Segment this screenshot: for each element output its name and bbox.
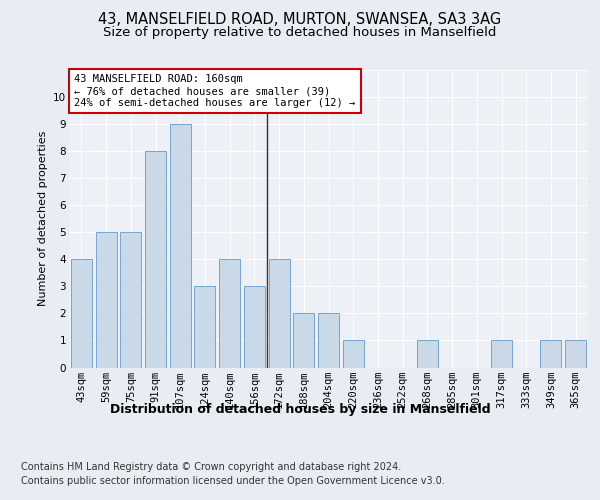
Bar — [293, 314, 314, 368]
Bar — [219, 260, 240, 368]
Y-axis label: Number of detached properties: Number of detached properties — [38, 131, 47, 306]
Bar — [318, 314, 339, 368]
Text: 43, MANSELFIELD ROAD, MURTON, SWANSEA, SA3 3AG: 43, MANSELFIELD ROAD, MURTON, SWANSEA, S… — [98, 12, 502, 28]
Bar — [244, 286, 265, 368]
Bar — [343, 340, 364, 367]
Text: Distribution of detached houses by size in Manselfield: Distribution of detached houses by size … — [110, 402, 490, 415]
Text: Contains public sector information licensed under the Open Government Licence v3: Contains public sector information licen… — [21, 476, 445, 486]
Bar — [491, 340, 512, 367]
Bar — [565, 340, 586, 367]
Bar — [541, 340, 562, 367]
Text: Contains HM Land Registry data © Crown copyright and database right 2024.: Contains HM Land Registry data © Crown c… — [21, 462, 401, 472]
Text: 43 MANSELFIELD ROAD: 160sqm
← 76% of detached houses are smaller (39)
24% of sem: 43 MANSELFIELD ROAD: 160sqm ← 76% of det… — [74, 74, 355, 108]
Bar — [269, 260, 290, 368]
Bar — [417, 340, 438, 367]
Bar — [71, 260, 92, 368]
Bar — [170, 124, 191, 368]
Bar — [120, 232, 141, 368]
Text: Size of property relative to detached houses in Manselfield: Size of property relative to detached ho… — [103, 26, 497, 39]
Bar — [95, 232, 116, 368]
Bar — [194, 286, 215, 368]
Bar — [145, 151, 166, 368]
